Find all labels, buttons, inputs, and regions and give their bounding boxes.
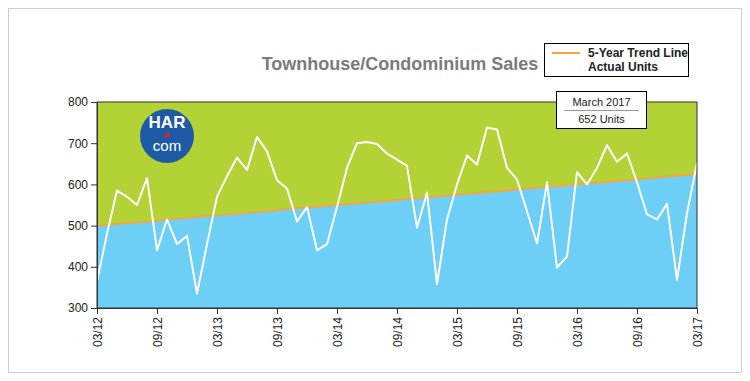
y-tick-label: 700 [68, 137, 88, 151]
x-tick: 09/12 [151, 308, 165, 347]
x-tick: 03/17 [691, 308, 705, 347]
x-tick-label: 09/16 [631, 317, 645, 347]
y-tick: 700 [68, 137, 97, 151]
annotation: March 2017 652 Units [557, 92, 647, 129]
x-tick: 03/13 [211, 308, 225, 347]
x-tick-mark [217, 308, 218, 314]
annotation-box [557, 92, 647, 129]
chart: 30040050060070080003/1209/1203/1309/1303… [0, 0, 750, 381]
logo-text: com [153, 137, 181, 154]
logo: HAR com [140, 109, 194, 163]
x-tick-mark [517, 308, 518, 314]
annotation-divider [564, 110, 639, 111]
y-tick: 600 [68, 178, 97, 192]
y-tick-mark [91, 184, 97, 185]
annotation-text: March 2017 [572, 96, 630, 108]
x-tick-label: 03/14 [331, 317, 345, 347]
y-tick: 800 [68, 95, 97, 109]
y-tick-label: 400 [68, 260, 88, 274]
x-tick-label: 03/12 [91, 317, 105, 347]
x-tick-mark [637, 308, 638, 314]
legend-label: 5-Year Trend Line [588, 46, 688, 60]
x-tick: 03/15 [451, 308, 465, 347]
frame [9, 9, 742, 373]
x-tick: 09/14 [391, 308, 405, 347]
y-tick-mark [91, 308, 97, 309]
plot-marks [97, 128, 697, 308]
legend-swatch [552, 52, 580, 54]
x-tick-mark [337, 308, 338, 314]
x-axis: 03/12 09/12 03/13 09/13 03/14 09/14 03/15 09/15… [91, 308, 705, 347]
legend-label: Actual Units [588, 60, 658, 74]
y-tick-mark [91, 102, 97, 103]
y-tick-label: 800 [68, 95, 88, 109]
y-tick: 500 [68, 219, 97, 233]
x-tick-label: 03/16 [571, 317, 585, 347]
legend-swatch [552, 66, 580, 68]
x-tick: 03/16 [571, 308, 585, 347]
y-tick: 400 [68, 260, 97, 274]
x-tick: 09/16 [631, 308, 645, 347]
logo-text: HAR [149, 113, 186, 132]
y-axis-line [97, 103, 98, 309]
x-tick: 03/12 [91, 308, 105, 347]
x-tick: 09/13 [271, 308, 285, 347]
x-tick-label: 09/13 [271, 317, 285, 347]
y-tick-label: 600 [68, 178, 88, 192]
plot-frame [97, 102, 697, 308]
x-tick-label: 03/17 [691, 317, 705, 347]
y-tick-mark [91, 267, 97, 268]
y-tick-mark [91, 143, 97, 144]
y-tick-mark [91, 226, 97, 227]
y-tick-label: 300 [68, 301, 88, 315]
x-tick-mark [577, 308, 578, 314]
y-tick-label: 500 [68, 219, 88, 233]
x-tick-mark [397, 308, 398, 314]
x-tick: 09/15 [511, 308, 525, 347]
x-tick-mark [157, 308, 158, 314]
legend-box [545, 44, 689, 77]
x-tick-label: 03/15 [451, 317, 465, 347]
x-tick-mark [697, 308, 698, 314]
legend: 5-Year Trend LineActual Units [545, 44, 689, 77]
x-tick-label: 03/13 [211, 317, 225, 347]
y-tick: 300 [68, 301, 97, 315]
x-tick: 03/14 [331, 308, 345, 347]
x-tick-mark [277, 308, 278, 314]
x-tick-label: 09/15 [511, 317, 525, 347]
plot-background [97, 102, 697, 308]
logo-badge [140, 109, 194, 163]
trend-line [97, 174, 697, 226]
title: Townhouse/Condominium Sales [262, 54, 539, 74]
annotation-text: 652 Units [578, 113, 625, 125]
x-tick-mark [97, 308, 98, 314]
y-axis: 300 400 500 600 700 800 [68, 95, 98, 315]
x-tick-mark [457, 308, 458, 314]
x-tick-label: 09/12 [151, 317, 165, 347]
x-tick-label: 09/14 [391, 317, 405, 347]
